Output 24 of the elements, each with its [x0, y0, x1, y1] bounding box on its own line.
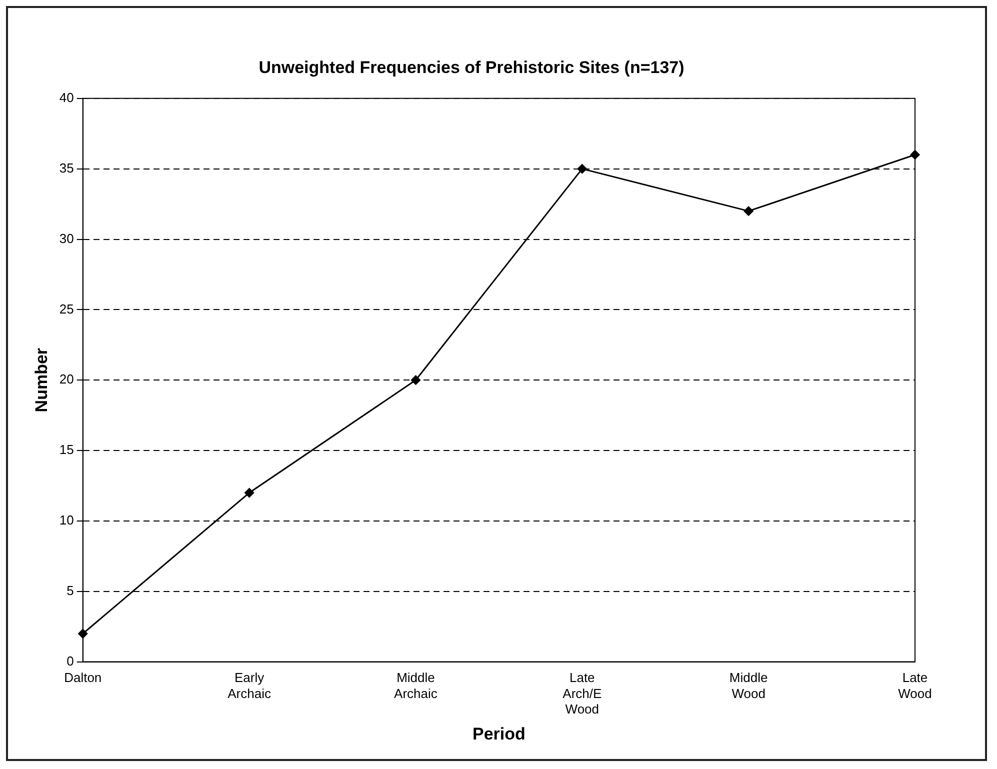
x-tick-label: Late Wood	[898, 670, 932, 701]
point	[78, 628, 88, 638]
point	[244, 488, 254, 498]
x-tick-label: Middle Archaic	[394, 670, 438, 701]
x-tick-label: Early Archaic	[228, 670, 272, 701]
point	[910, 150, 920, 160]
y-tick-label: 5	[66, 582, 74, 598]
y-tick-label: 25	[59, 301, 74, 316]
x-tick-label: Late Arch/E Wood	[562, 670, 602, 716]
x-tick-label: Middle Wood	[729, 670, 768, 701]
y-tick-label: 40	[59, 90, 74, 105]
x-axis-title: Period	[472, 724, 526, 744]
y-tick-label: 35	[59, 160, 74, 176]
point	[410, 375, 420, 385]
point	[744, 206, 754, 216]
y-tick-label: 10	[59, 512, 74, 528]
y-axis-title: Number	[32, 348, 51, 412]
y-tick-label: 20	[59, 372, 74, 387]
point	[577, 164, 587, 174]
x-tick-label: Dalton	[64, 670, 102, 686]
y-tick-label: 0	[66, 653, 74, 668]
chart-title: Unweighted Frequencies of Prehistoric Sites (n=137)	[258, 58, 684, 77]
y-tick-label: 15	[59, 442, 74, 458]
y-tick-label: 30	[59, 230, 74, 246]
